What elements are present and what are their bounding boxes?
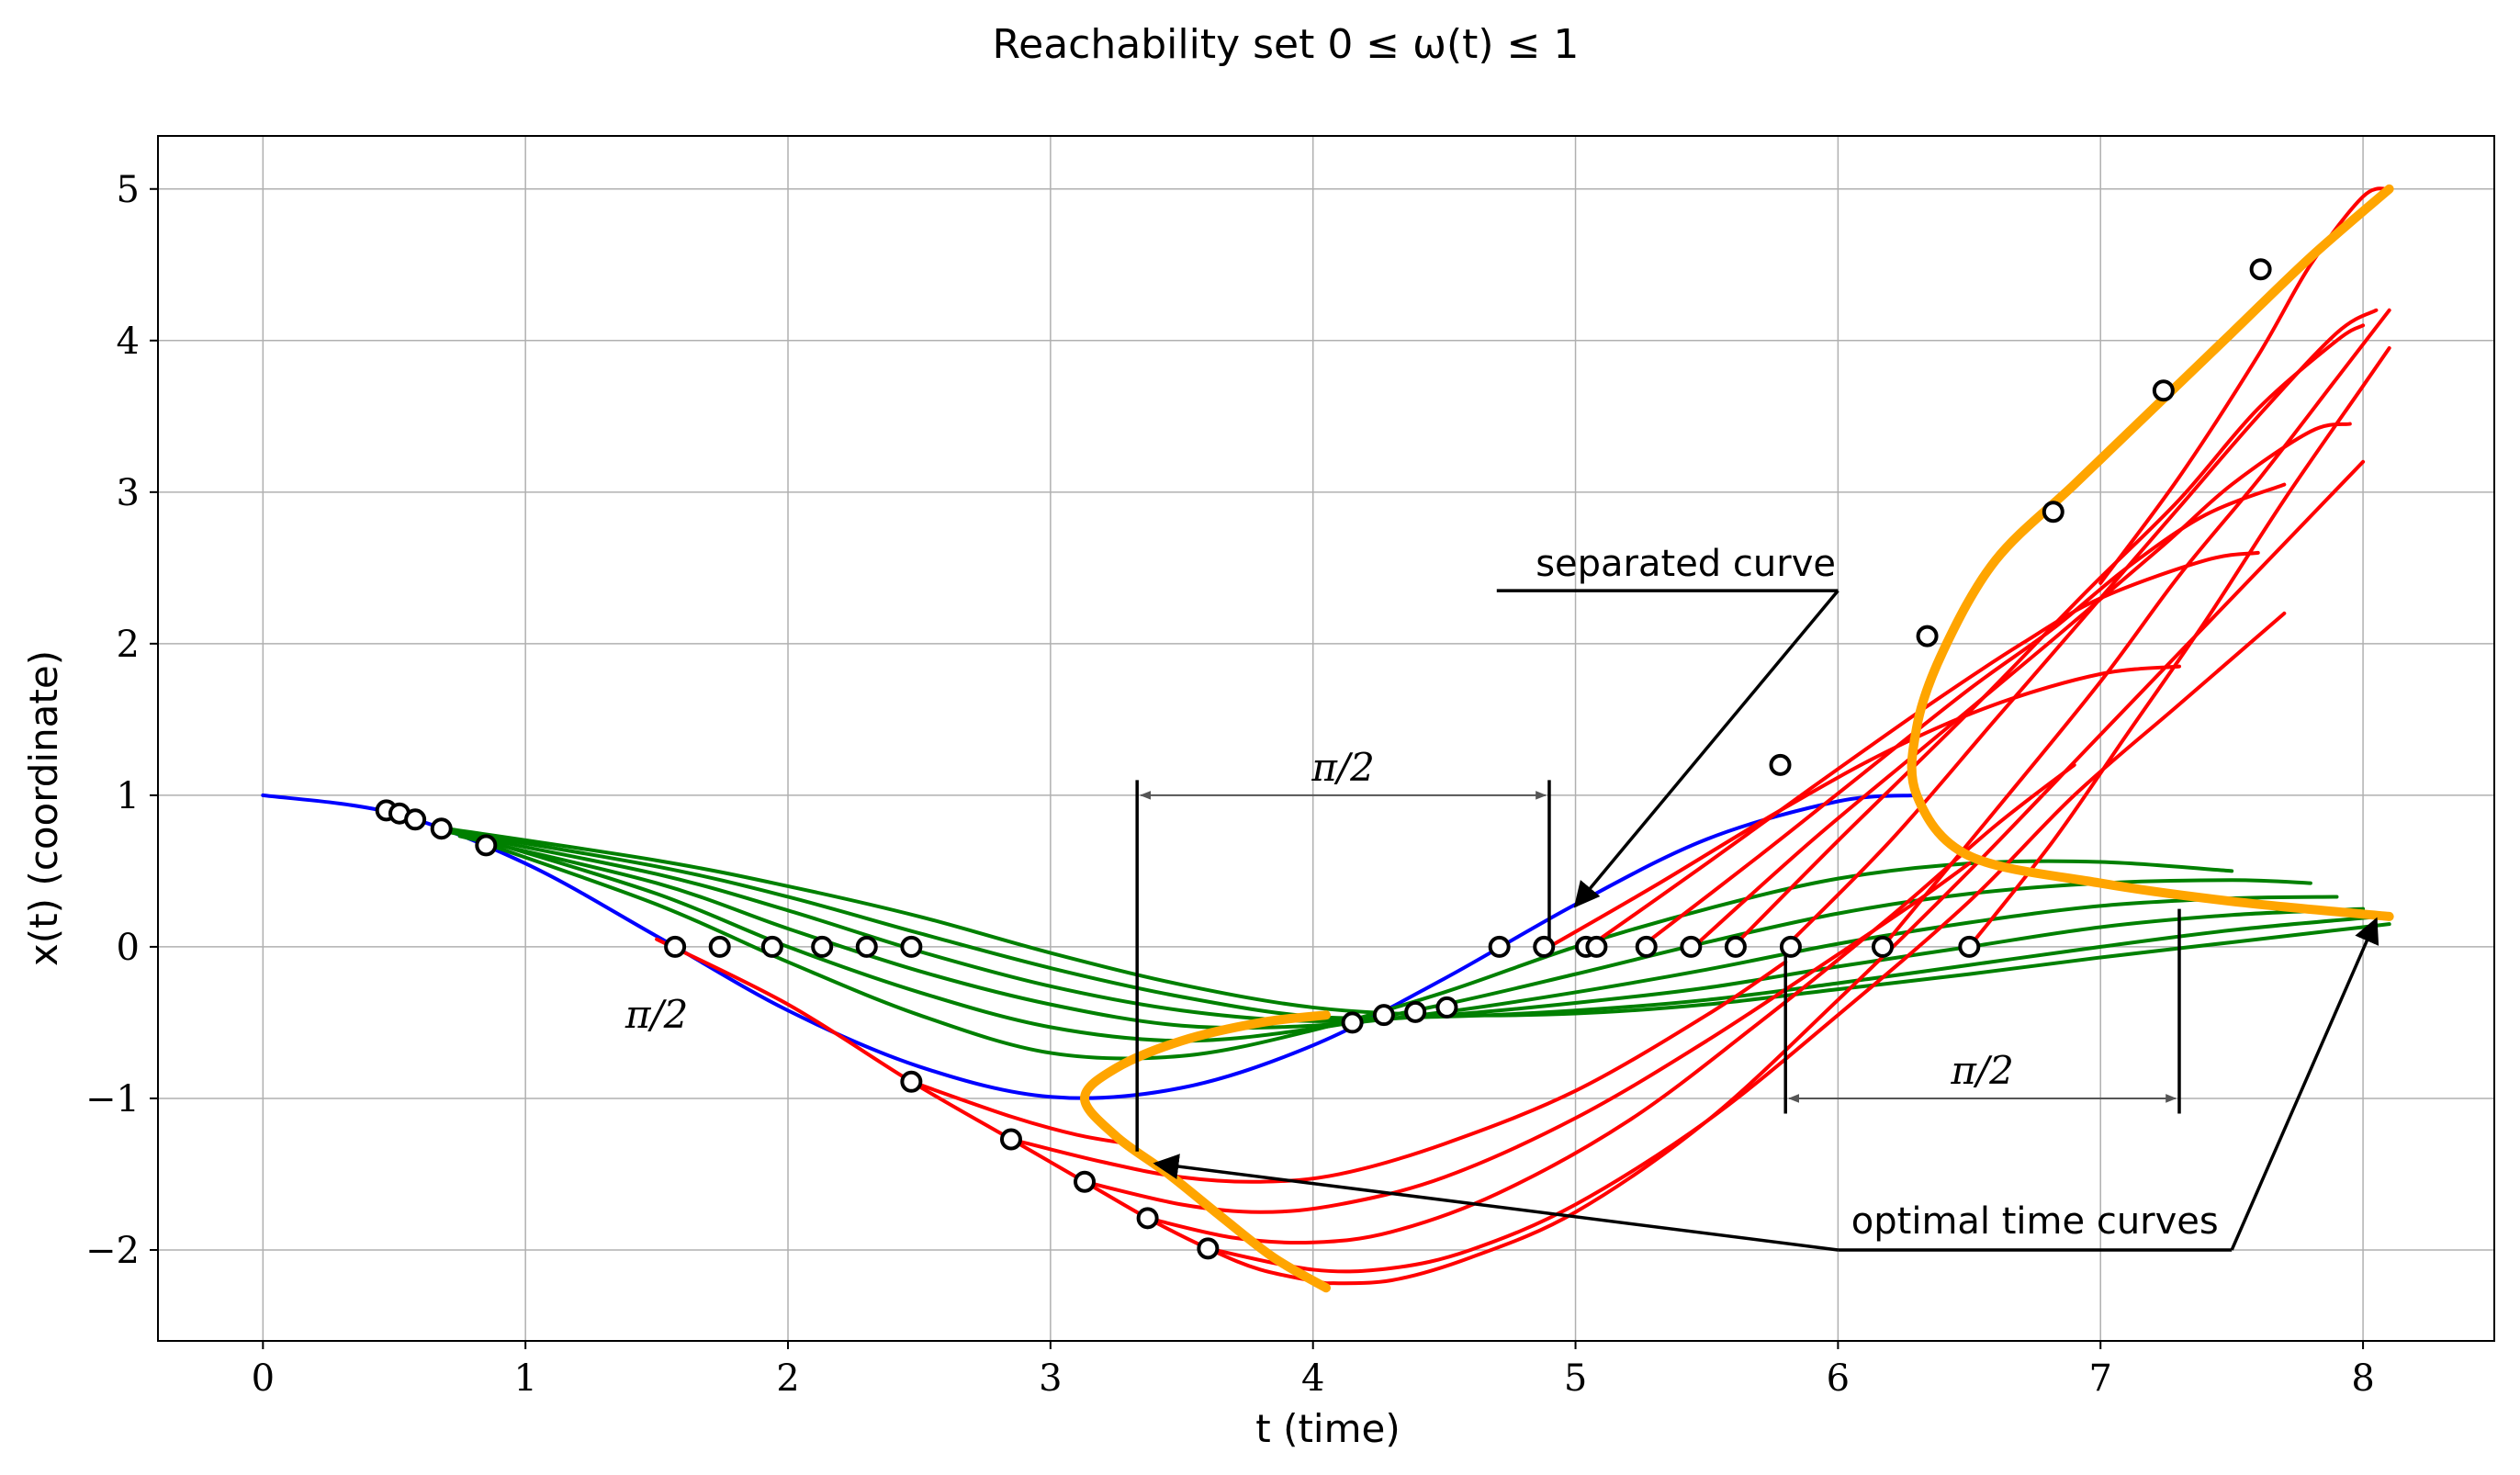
data-point-marker [664,935,687,958]
data-point-marker [1871,935,1894,958]
pi-half-span-label: π/2 [1950,1048,2013,1093]
y-tick-label: −1 [85,1078,140,1120]
data-point-marker [2152,379,2175,402]
red-upper-5-line [1731,323,2366,949]
tick-layer: 0 1 2 3 4 5 6 7 8 −2 −1 0 1 2 3 4 5 [85,169,2375,1400]
separated-curve-arrow [1573,589,1839,908]
y-axis-label: x(t) (coordinate) [21,650,66,966]
red-upper-4-line [1692,422,2352,949]
x-tick-label: 7 [2089,1357,2112,1400]
x-tick-label: 4 [1301,1357,1324,1400]
data-point-marker [1404,1000,1427,1023]
red-upper-6-line [1783,308,2379,949]
orange-optimal-time-curve-lower-line [1080,1010,1331,1293]
marker-layer [375,258,2272,1260]
red-upper-1-line [1547,664,2181,949]
red-upper-7-line [1880,308,2391,949]
x-tick-label: 2 [776,1357,799,1400]
data-point-marker [999,1128,1022,1151]
annotation-layer: separated curve optimal time curves π/2 π/2… [624,543,2379,1252]
data-point-marker [1724,935,1747,958]
data-point-marker [1341,1011,1364,1034]
data-point-marker [855,935,878,958]
data-point-marker [1769,753,1792,776]
optimal-time-arrow-right [2230,917,2379,1251]
y-tick-label: 4 [117,321,140,363]
data-point-marker [1916,625,1939,647]
y-tick-label: 2 [117,624,140,666]
data-point-marker [1435,996,1458,1019]
x-tick-label: 6 [1827,1357,1850,1400]
green-branch-5-line [444,828,2391,1020]
data-point-marker [900,935,923,958]
blue-separated-curve-line [261,793,1919,1100]
data-point-marker [760,935,783,958]
data-point-marker [1680,935,1703,958]
data-point-marker [1488,935,1511,958]
x-tick-label: 5 [1564,1357,1587,1400]
data-point-marker [900,1070,923,1093]
red-branch-2-line [1008,960,1788,1184]
data-point-marker [404,808,427,831]
data-point-marker [1136,1207,1159,1230]
green-branch-2-line [484,839,2312,1043]
data-point-marker [1533,935,1556,958]
red-upper-2-line [1586,550,2260,949]
data-point-marker [1779,935,1802,958]
data-point-marker [1372,1004,1395,1027]
grid [158,136,2494,1341]
x-tick-label: 3 [1039,1357,1062,1400]
data-point-marker [1958,935,1981,958]
y-tick-label: 5 [117,169,140,211]
data-point-marker [708,935,731,958]
chart-title: Reachability set 0 ≤ ω(t) ≤ 1 [993,21,1580,68]
data-point-marker [1585,935,1608,958]
plot-frame [157,135,2495,1342]
data-point-marker [1635,935,1658,958]
red-envelope-line [655,937,1328,1286]
data-point-marker [2042,501,2064,524]
optimal-time-arrow-left [1153,1154,1839,1252]
pi-half-span-label: π/2 [1311,745,1374,790]
x-tick-label: 8 [2351,1357,2374,1400]
data-point-marker [2249,258,2272,281]
red-branch-3-line [1083,861,1972,1214]
orange-optimal-time-curve-upper-line [1907,184,2394,921]
pi-half-label: π/2 [624,992,688,1037]
y-tick-label: 3 [117,472,140,514]
data-point-marker [811,935,834,958]
x-tick-label: 1 [513,1357,536,1400]
data-point-marker [1074,1170,1097,1193]
red-branch-1-line [909,1079,1131,1146]
optimal-time-curves-label: optimal time curves [1851,1200,2219,1243]
x-tick-label: 0 [252,1357,275,1400]
data-point-marker [475,834,498,857]
y-tick-label: 0 [117,927,140,969]
separated-curve-label: separated curve [1536,543,1836,585]
red-branch-5-line [1206,611,2287,1274]
data-point-marker [430,817,453,840]
y-tick-label: 1 [117,775,140,817]
red-branch-6-line [1324,459,2366,1286]
data-point-marker [1197,1237,1220,1260]
green-branch-6-line [444,827,2391,1018]
series-layer [261,184,2394,1293]
red-upper-top-line [2098,186,2391,585]
y-tick-label: −2 [85,1230,140,1272]
red-upper-8-line [1967,346,2391,949]
x-axis-label: t (time) [1255,1406,1400,1451]
